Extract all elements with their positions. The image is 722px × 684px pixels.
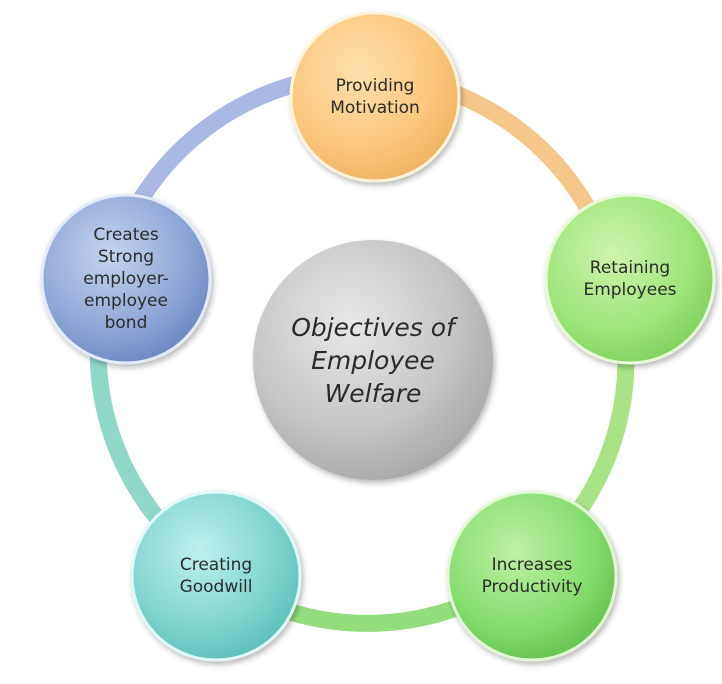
node-circle-creating-goodwill: [130, 490, 302, 662]
node-circle-creates-strong-bond: [40, 193, 212, 365]
node-label-increases-productivity: Increases Productivity: [481, 555, 583, 597]
node-circle-providing-motivation: [289, 11, 461, 183]
node-circle-retaining-employees: [544, 193, 716, 365]
node-label-providing-motivation: Providing Motivation: [330, 76, 420, 118]
node-label-creates-strong-bond: Creates Strong employer- employee bond: [83, 225, 169, 333]
node-label-creating-goodwill: Creating Goodwill: [179, 555, 253, 597]
node-label-retaining-employees: Retaining Employees: [583, 258, 677, 300]
center-label: Objectives of Employee Welfare: [291, 312, 455, 408]
node-circle-increases-productivity: [446, 490, 618, 662]
center-circle: [253, 240, 493, 480]
